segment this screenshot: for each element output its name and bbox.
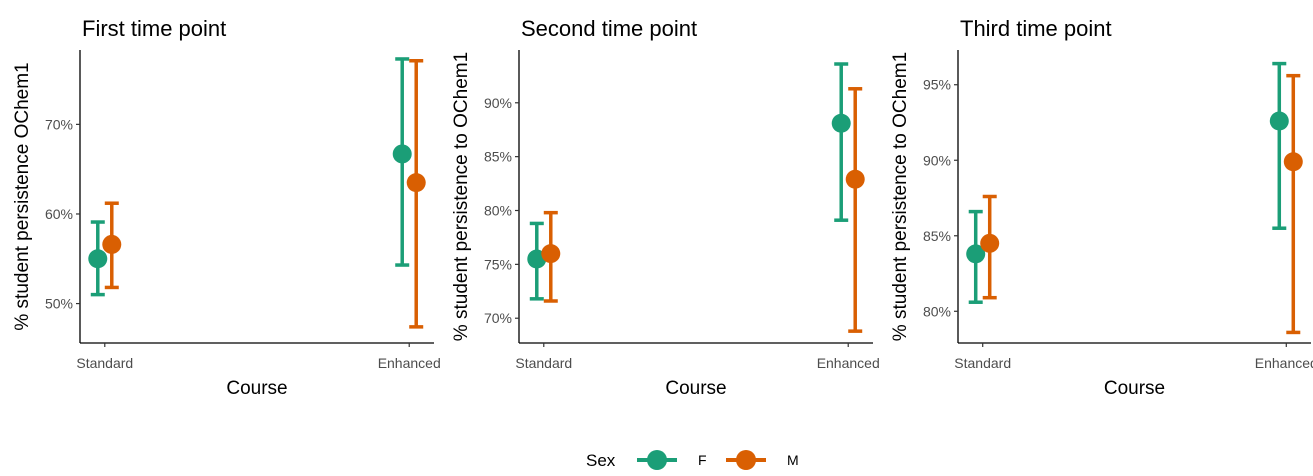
- legend-point-f: [647, 450, 667, 470]
- x-tick-label: Standard: [954, 355, 1011, 371]
- x-tick-label: Standard: [76, 355, 133, 371]
- x-axis-label: Course: [226, 378, 287, 399]
- legend-label-f: F: [698, 452, 707, 468]
- legend-key-f: [637, 450, 677, 470]
- legend-label-m: M: [787, 452, 799, 468]
- x-axis-label: Course: [665, 378, 726, 399]
- x-tick-label: Enhanced: [817, 355, 880, 371]
- data-point-m: [980, 233, 1000, 253]
- data-point-m: [102, 234, 122, 254]
- legend-key-m: [726, 450, 766, 470]
- error-bar-f: [1272, 61, 1287, 230]
- chart-panels: First time point 50% 60% 70% Standard Enhance…: [12, 16, 1313, 399]
- chart-panel-2: Second time point 70% 75% 80% 85% 90% Standard…: [451, 16, 880, 399]
- y-tick-label: 50%: [45, 296, 73, 312]
- y-axis-label: % student persistence to OChem1: [451, 52, 472, 341]
- data-point-m: [845, 169, 865, 189]
- y-tick-label: 70%: [484, 310, 512, 326]
- legend-title: Sex: [586, 451, 616, 470]
- y-axis-label: % student persistence OChem1: [12, 62, 33, 330]
- data-point-m: [406, 173, 426, 193]
- x-tick-label: Enhanced: [378, 355, 441, 371]
- panel-title: Third time point: [960, 16, 1112, 41]
- y-tick-label: 60%: [45, 206, 73, 222]
- data-point-f: [88, 249, 108, 269]
- y-tick-label: 80%: [923, 303, 951, 319]
- x-tick-label: Standard: [515, 355, 572, 371]
- y-tick-label: 85%: [484, 149, 512, 165]
- panel-title: Second time point: [521, 16, 697, 41]
- error-bar-m: [848, 87, 863, 333]
- x-tick-label: Enhanced: [1255, 355, 1313, 371]
- y-tick-label: 95%: [923, 77, 951, 93]
- data-point-m: [541, 244, 561, 264]
- y-tick-label: 85%: [923, 228, 951, 244]
- legend-point-m: [736, 450, 756, 470]
- data-point-m: [1283, 152, 1303, 172]
- y-tick-label: 70%: [45, 116, 73, 132]
- chart-panel-1: First time point 50% 60% 70% Standard Enhance…: [12, 16, 441, 399]
- y-tick-label: 90%: [484, 95, 512, 111]
- y-tick-label: 90%: [923, 152, 951, 168]
- y-axis-label: % student persistence to OChem1: [890, 52, 911, 341]
- legend: Sex F M: [586, 450, 799, 470]
- data-point-f: [1269, 111, 1289, 131]
- y-tick-label: 80%: [484, 203, 512, 219]
- error-bar-f: [834, 62, 849, 222]
- data-point-f: [831, 113, 851, 133]
- x-axis-label: Course: [1104, 378, 1165, 399]
- error-bar-m: [409, 59, 424, 329]
- panel-title: First time point: [82, 16, 226, 41]
- data-point-f: [392, 144, 412, 164]
- error-bar-m: [1286, 73, 1301, 335]
- y-tick-label: 75%: [484, 256, 512, 272]
- chart-panel-3: Third time point 80% 85% 90% 95% Standard Enha…: [890, 16, 1313, 399]
- data-point-f: [966, 244, 986, 264]
